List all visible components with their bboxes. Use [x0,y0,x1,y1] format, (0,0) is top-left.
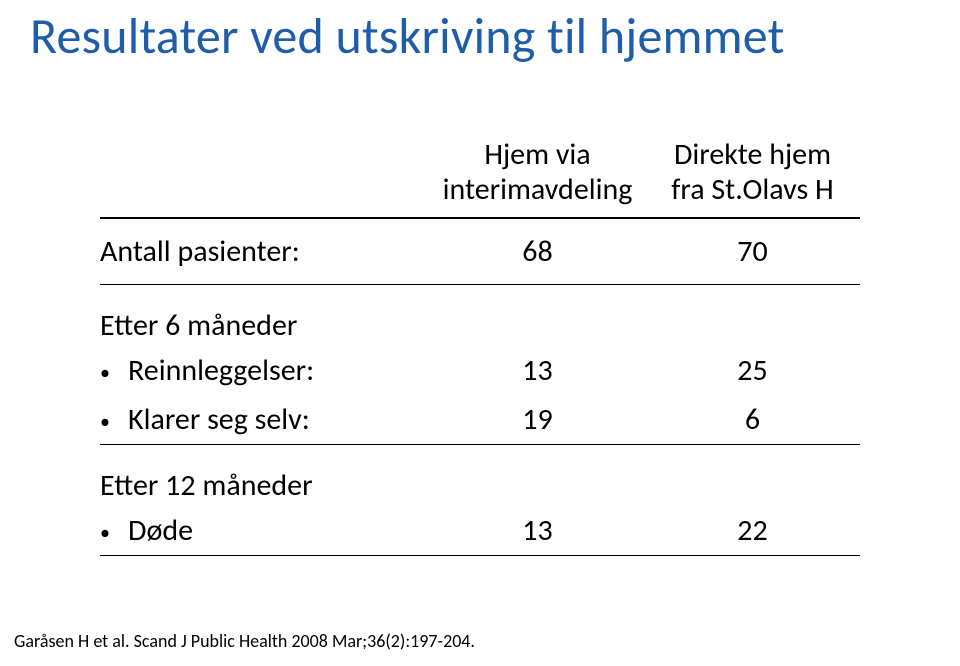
dode-label: •Døde [100,506,430,556]
row-klarer: •Klarer seg selv: 19 6 [100,395,860,445]
row-antall: Antall pasienter: 68 70 [100,218,860,285]
reinn-label-text: Reinnleggelser: [128,352,314,389]
results-table: Hjem via interimavdeling Direkte hjem fr… [100,138,860,556]
header-col-2-text: Direkte hjem fra St.Olavs H [671,136,833,208]
header-col-1-text: Hjem via interimavdeling [443,136,633,208]
header-col-1: Hjem via interimavdeling [430,138,645,218]
klarer-v1: 19 [430,395,645,445]
etter12-header-label: Etter 12 måneder [100,445,860,507]
dode-label-text: Døde [128,512,193,549]
reinn-v2: 25 [645,346,860,395]
antall-v2: 70 [645,218,860,285]
header-col-2: Direkte hjem fra St.Olavs H [645,138,860,218]
klarer-v2: 6 [645,395,860,445]
reinn-label: •Reinnleggelser: [100,346,430,395]
reinn-v1: 13 [430,346,645,395]
etter6-header-label: Etter 6 måneder [100,285,860,347]
table-header-row: Hjem via interimavdeling Direkte hjem fr… [100,138,860,218]
row-reinn: •Reinnleggelser: 13 25 [100,346,860,395]
klarer-label-text: Klarer seg selv: [128,401,310,438]
klarer-label: •Klarer seg selv: [100,395,430,445]
row-etter6-header: Etter 6 måneder [100,285,860,347]
dode-v1: 13 [430,506,645,556]
dode-v2: 22 [645,506,860,556]
antall-v1: 68 [430,218,645,285]
slide-title: Resultater ved utskriving til hjemmet [30,6,785,67]
antall-label: Antall pasienter: [100,218,430,285]
row-etter12-header: Etter 12 måneder [100,445,860,507]
bullet-icon: • [100,412,128,432]
header-empty [100,138,430,218]
bullet-icon: • [100,363,128,383]
bullet-icon: • [100,523,128,543]
citation-text: Garåsen H et al. Scand J Public Health 2… [14,630,475,652]
slide: Resultater ved utskriving til hjemmet Hj… [0,0,960,666]
row-dode: •Døde 13 22 [100,506,860,556]
